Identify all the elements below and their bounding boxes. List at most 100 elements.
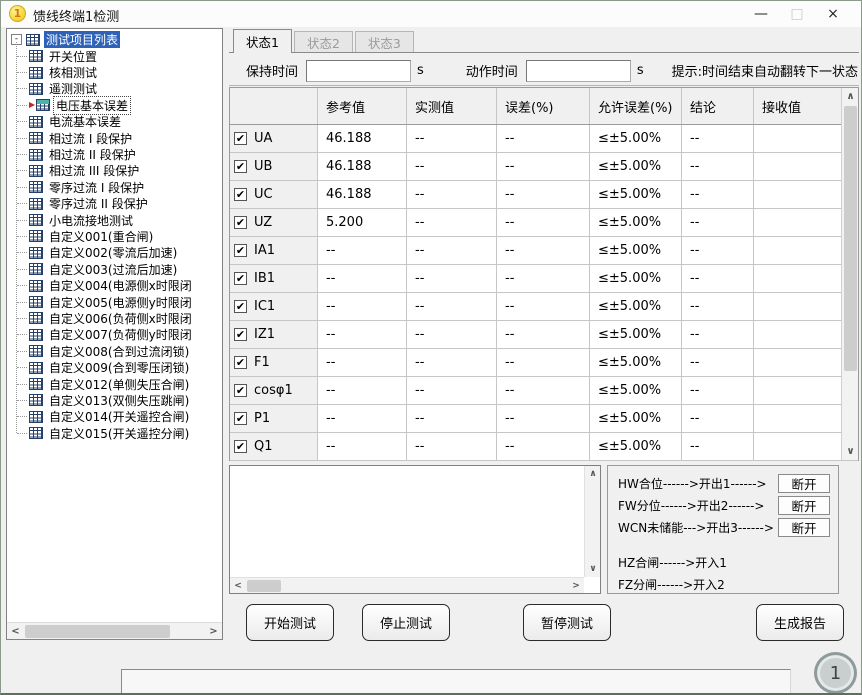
log-scrollbar-thumb[interactable] — [247, 580, 281, 592]
tree-horizontal-scrollbar[interactable]: < > — [7, 622, 222, 639]
tree-item[interactable]: 电流基本误差 — [7, 114, 222, 130]
tree-item-label[interactable]: 自定义007(负荷侧y时限闭 — [49, 328, 192, 343]
tree-item[interactable]: 相过流 II 段保护 — [7, 146, 222, 162]
tree-item[interactable]: 自定义002(零流后加速) — [7, 245, 222, 261]
tree-item-label[interactable]: 遥测测试 — [49, 82, 98, 97]
scroll-up-icon[interactable]: ∧ — [846, 91, 855, 102]
tab-state-3[interactable]: 状态3 — [354, 31, 414, 53]
minimize-icon[interactable]: — — [754, 6, 768, 22]
tree-item-label[interactable]: 自定义005(电源侧y时限闭 — [49, 295, 192, 310]
tree-item-label[interactable]: 自定义002(零流后加速) — [49, 246, 178, 261]
tree-root-item[interactable]: - 测试项目列表 — [7, 31, 222, 48]
log-horizontal-scrollbar[interactable]: < > — [230, 577, 584, 593]
tree-item-label[interactable]: 相过流 I 段保护 — [49, 131, 133, 146]
pause-test-button[interactable]: 暂停测试 — [523, 604, 611, 641]
tree-item-label[interactable]: 自定义015(开关遥控分闸) — [49, 426, 190, 441]
tree-item-label[interactable]: 开关位置 — [49, 49, 98, 64]
tree-item[interactable]: 零序过流 II 段保护 — [7, 196, 222, 212]
tree-item[interactable]: 自定义013(双侧失压跳闸) — [7, 392, 222, 408]
tree-item-label[interactable]: 相过流 III 段保护 — [49, 164, 140, 179]
tree-item[interactable]: 零序过流 I 段保护 — [7, 179, 222, 195]
io-value-box: 断开 — [778, 473, 830, 493]
start-test-button[interactable]: 开始测试 — [246, 604, 334, 641]
row-name-cell: ✔ UA — [230, 125, 318, 152]
scroll-left-icon[interactable]: < — [234, 581, 242, 591]
tree-item[interactable]: 自定义012(单侧失压合闸) — [7, 376, 222, 392]
cell-allowed: ≤±5.00% — [590, 349, 682, 376]
tree-item-label[interactable]: 自定义014(开关遥控合闸) — [49, 410, 190, 425]
hold-time-input[interactable] — [306, 59, 412, 82]
hold-time-label: 保持时间 — [246, 65, 299, 80]
scroll-left-icon[interactable]: < — [11, 626, 20, 637]
row-checkbox[interactable]: ✔ — [234, 160, 247, 173]
tree-item[interactable]: 自定义015(开关遥控分闸) — [7, 425, 222, 441]
tree-item-label[interactable]: 电压基本误差 — [52, 95, 132, 115]
row-checkbox[interactable]: ✔ — [234, 188, 247, 201]
tree-item[interactable]: 自定义004(电源侧x时限闭 — [7, 277, 222, 293]
test-item-tree: - 测试项目列表 开关位置核相测试 遥测测试 电压基本误差 电流基本误差 相过流 I 段… — [7, 31, 222, 622]
tree-item[interactable]: 核相测试 — [7, 64, 222, 80]
close-icon[interactable]: × — [827, 6, 839, 22]
row-checkbox[interactable]: ✔ — [234, 412, 247, 425]
generate-report-button[interactable]: 生成报告 — [756, 604, 844, 641]
tree-item-label[interactable]: 小电流接地测试 — [49, 213, 134, 228]
tree-item-label[interactable]: 零序过流 II 段保护 — [49, 197, 148, 212]
tree-item-label[interactable]: 自定义012(单侧失压合闸) — [49, 377, 190, 392]
log-output-area[interactable]: ∧ ∨ < > — [229, 465, 601, 594]
tree-item[interactable]: 自定义005(电源侧y时限闭 — [7, 294, 222, 310]
tree-scrollbar-thumb[interactable] — [25, 625, 170, 638]
maximize-icon[interactable]: □ — [790, 6, 804, 22]
tree-item-label[interactable]: 核相测试 — [49, 66, 98, 81]
cell-ref: -- — [318, 377, 407, 404]
tree-item-label[interactable]: 自定义003(过流后加速) — [49, 262, 178, 277]
tree-item[interactable]: 相过流 I 段保护 — [7, 130, 222, 146]
tree-item[interactable]: 自定义007(负荷侧y时限闭 — [7, 327, 222, 343]
action-time-input[interactable] — [525, 59, 631, 82]
log-vertical-scrollbar[interactable]: ∧ ∨ — [584, 466, 600, 577]
table-vertical-scrollbar[interactable]: ∧ ∨ — [841, 88, 858, 460]
table-icon — [29, 410, 43, 423]
tree-item-label[interactable]: 自定义008(合到过流闭锁) — [49, 344, 190, 359]
tree-item[interactable]: 自定义003(过流后加速) — [7, 261, 222, 277]
tree-item-label[interactable]: 相过流 II 段保护 — [49, 148, 136, 163]
scroll-right-icon[interactable]: > — [209, 626, 218, 637]
tree-item[interactable]: 自定义006(负荷侧x时限闭 — [7, 310, 222, 326]
tree-item[interactable]: 相过流 III 段保护 — [7, 163, 222, 179]
scroll-up-icon[interactable]: ∧ — [589, 469, 597, 479]
stop-test-button[interactable]: 停止测试 — [362, 604, 450, 641]
tree-item-label[interactable]: 自定义001(重合闸) — [49, 230, 154, 244]
row-checkbox[interactable]: ✔ — [234, 132, 247, 145]
tree-item-label[interactable]: 零序过流 I 段保护 — [49, 180, 145, 195]
tree-item[interactable]: 开关位置 — [7, 48, 222, 64]
table-scrollbar-thumb[interactable] — [844, 106, 857, 371]
tree-item[interactable]: 小电流接地测试 — [7, 212, 222, 228]
scroll-down-icon[interactable]: ∨ — [846, 446, 855, 457]
tree-root-label[interactable]: 测试项目列表 — [44, 31, 121, 48]
table-icon — [29, 197, 43, 210]
tree-item-label[interactable]: 电流基本误差 — [49, 115, 122, 130]
row-checkbox[interactable]: ✔ — [234, 440, 247, 453]
tree-item-label[interactable]: 自定义013(双侧失压跳闸) — [49, 393, 190, 408]
row-checkbox[interactable]: ✔ — [234, 216, 247, 229]
cell-measured: -- — [407, 349, 497, 376]
row-checkbox[interactable]: ✔ — [234, 384, 247, 397]
row-checkbox[interactable]: ✔ — [234, 356, 247, 369]
tree-item-label[interactable]: 自定义004(电源侧x时限闭 — [49, 279, 192, 294]
tab-state-1[interactable]: 状态1 — [233, 29, 292, 53]
row-checkbox[interactable]: ✔ — [234, 300, 247, 313]
tree-item[interactable]: 遥测测试 — [7, 81, 222, 97]
tree-item[interactable]: 自定义014(开关遥控合闸) — [7, 409, 222, 425]
tree-item-label[interactable]: 自定义009(合到零压闭锁) — [49, 361, 190, 376]
tree-item[interactable]: 自定义008(合到过流闭锁) — [7, 343, 222, 359]
tree-item-label[interactable]: 自定义006(负荷侧x时限闭 — [49, 311, 192, 326]
row-checkbox[interactable]: ✔ — [234, 244, 247, 257]
cell-received — [754, 181, 842, 208]
scroll-right-icon[interactable]: > — [572, 581, 580, 591]
tree-item[interactable]: 自定义001(重合闸) — [7, 228, 222, 244]
tree-item[interactable]: 电压基本误差 — [7, 95, 222, 115]
scroll-down-icon[interactable]: ∨ — [589, 564, 597, 574]
row-checkbox[interactable]: ✔ — [234, 328, 247, 341]
row-checkbox[interactable]: ✔ — [234, 272, 247, 285]
tab-state-2[interactable]: 状态2 — [293, 31, 353, 53]
tree-item[interactable]: 自定义009(合到零压闭锁) — [7, 359, 222, 375]
